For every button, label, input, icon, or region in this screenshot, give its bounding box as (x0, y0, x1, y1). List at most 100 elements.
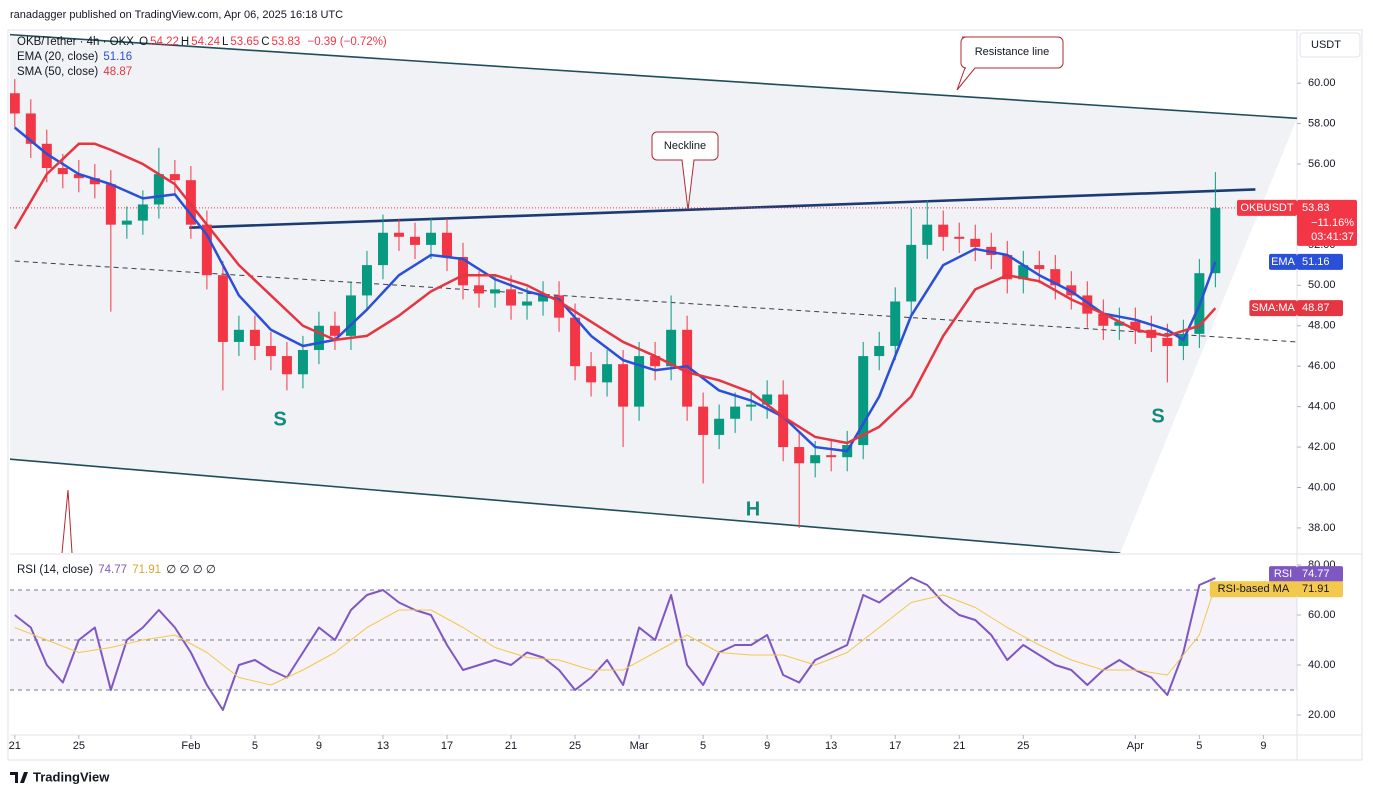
y-tick-label: 48.00 (1308, 320, 1336, 332)
ohlc-value: 54.22 (150, 36, 179, 48)
y-tick-label: 60.00 (1308, 77, 1336, 89)
candle-body (826, 455, 837, 458)
axis-value-box (1297, 581, 1343, 598)
candle-body (345, 295, 356, 336)
candle-body (730, 406, 741, 419)
axes: 38.0040.0042.0044.0046.0048.0050.0052.00… (9, 77, 1357, 752)
candle-body (265, 345, 276, 357)
pattern-label: S (1151, 405, 1164, 427)
trend-line (14, 260, 1297, 343)
ema-value: 51.16 (103, 51, 133, 63)
candle-body (666, 329, 677, 367)
rsi-pane (10, 576, 1297, 711)
candle-body (602, 364, 613, 383)
ohlc-label: H (180, 36, 190, 48)
series-line (13, 142, 1217, 445)
candle-body (682, 329, 693, 407)
candle-body (490, 289, 501, 294)
candle-body (121, 220, 132, 225)
x-tick-label: 13 (825, 740, 837, 752)
x-tick-label: Apr (1127, 740, 1144, 752)
symbol-tag-label: OKBUSDT (1240, 202, 1293, 214)
trend-line (189, 188, 1256, 229)
axis-value: 48.87 (1302, 302, 1330, 314)
candle-body (1050, 269, 1061, 286)
change: −0.39 (−0.72%) (307, 36, 387, 48)
candle-body (393, 232, 404, 237)
x-tick-label: 5 (700, 740, 706, 752)
x-tick-label: 21 (953, 740, 965, 752)
candle-body (169, 174, 180, 181)
axis-value-box (1297, 253, 1343, 270)
price-tag-box (1297, 199, 1357, 246)
price-pane (10, 33, 1297, 553)
x-tick-label: 9 (1260, 740, 1266, 752)
candle-body (970, 238, 981, 247)
candle-body (762, 394, 773, 405)
candle-body (570, 317, 581, 367)
x-tick-label: 9 (316, 740, 322, 752)
candle-body (554, 295, 565, 318)
candle-body (233, 329, 244, 342)
symbol-tag (1237, 199, 1297, 216)
neckline-callout (651, 131, 719, 211)
y-tick-label: 50.00 (1308, 279, 1336, 291)
x-tick-label: 17 (889, 740, 901, 752)
x-tick-label: 5 (252, 740, 258, 752)
last-price: 53.83 (1302, 202, 1330, 214)
candle-body (89, 178, 100, 185)
candle-body (778, 394, 789, 448)
ohlc-value: 53.65 (230, 36, 260, 48)
y-tick-label: 46.00 (1308, 360, 1336, 372)
neckline-label: Neckline (664, 140, 706, 152)
sma-row: SMA (50, close) 48.87 (17, 65, 389, 80)
candle-body (506, 289, 517, 306)
unit-box[interactable] (1299, 32, 1361, 58)
ohlc: O 54.22 H 54.24 L 53.65 C 53.83 (139, 36, 302, 48)
candle-body (1130, 321, 1141, 330)
pattern-label: H (746, 498, 760, 520)
x-tick-label: 21 (505, 740, 517, 752)
rsi-legend: RSI (14, close) 74.77 71.91 ∅ ∅ ∅ ∅ (17, 563, 218, 578)
unit: USDT (1311, 39, 1341, 51)
candle-body (634, 356, 645, 407)
axis-tag (1269, 566, 1297, 583)
y-tick-label: 20.00 (1308, 709, 1336, 721)
x-tick-label: 25 (1017, 740, 1029, 752)
candle-body (313, 325, 324, 351)
trend-line (10, 458, 1121, 553)
price-legend: OKB/Tether · 4h · OKX O 54.22 H 54.24 L 53.65… (17, 35, 389, 80)
axis-tag-label: RSI-based MA (1218, 583, 1290, 595)
candle-body (938, 224, 949, 237)
ohlc-label: O (139, 36, 149, 48)
rsi-title: RSI (14, close) (17, 564, 94, 576)
callouts: Resistance line Neckline S H S (61, 36, 1165, 554)
resistance-label: Resistance line (975, 46, 1050, 58)
y-tick-label: 58.00 (1308, 117, 1336, 129)
ema-name: EMA (20, close) (17, 51, 99, 63)
candle-body (458, 257, 469, 286)
candle-body (1002, 254, 1013, 280)
x-tick-label: 9 (764, 740, 770, 752)
brand-name: TradingView (33, 769, 110, 784)
candle-body (794, 447, 805, 464)
rsi-value: 74.77 (98, 564, 128, 576)
candle-body (810, 455, 821, 464)
callout-tail (61, 489, 73, 554)
frame (7, 29, 1363, 761)
candle-body (137, 204, 148, 221)
symbol: OKB/Tether · 4h · OKX (17, 36, 134, 48)
series-line (14, 126, 1217, 453)
axis-tag (1209, 581, 1297, 598)
rsi-ma-value: 71.91 (132, 564, 162, 576)
trend-line (10, 33, 1297, 120)
candle-body (153, 174, 164, 205)
candle-body (10, 93, 20, 114)
axis-value: 71.91 (1302, 583, 1330, 595)
sma-name: SMA (50, close) (17, 66, 99, 78)
price-note: −11.16% (1311, 217, 1354, 229)
candle-body (329, 325, 340, 336)
candle-body (1114, 321, 1125, 326)
brand: TradingView (10, 769, 110, 784)
